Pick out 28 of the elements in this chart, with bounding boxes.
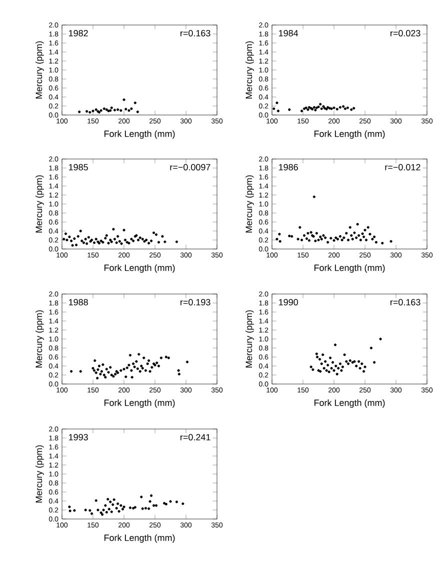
x-axis-title: Fork Length (mm) [104, 264, 175, 273]
x-axis-title: Fork Length (mm) [104, 534, 175, 543]
y-axis-title: Mercury (ppm) [35, 445, 44, 503]
y-axis-title: Mercury (ppm) [245, 41, 254, 99]
annotation: 1990 [278, 299, 298, 306]
y-axis-title: Mercury (ppm) [245, 310, 254, 368]
y-axis-title: Mercury (ppm) [35, 175, 44, 233]
annotation: r=0.241 [180, 434, 210, 440]
x-axis-title: Fork Length (mm) [314, 130, 385, 139]
annotation: 1985 [68, 164, 88, 170]
annotation: r=0.023 [390, 30, 420, 36]
x-axis-title: Fork Length (mm) [314, 264, 385, 273]
annotation: r=0.163 [180, 30, 210, 36]
x-axis-title: Fork Length (mm) [314, 399, 385, 408]
annotation: 1988 [68, 299, 88, 306]
annotation: 1984 [278, 30, 298, 36]
annotation: r=0.163 [390, 299, 420, 306]
y-axis-title: Mercury (ppm) [35, 41, 44, 99]
annotation: 1986 [278, 164, 298, 170]
x-axis-title: Fork Length (mm) [104, 399, 175, 408]
annotation: 1982 [68, 30, 88, 36]
x-axis-title: Fork Length (mm) [104, 130, 175, 139]
y-axis-title: Mercury (ppm) [245, 175, 254, 233]
annotation: r=0.193 [180, 299, 210, 306]
annotation: 1993 [68, 434, 88, 440]
y-axis-title: Mercury (ppm) [35, 310, 44, 368]
annotation: r=−0.012 [385, 164, 420, 170]
annotation: r=−0.0097 [170, 164, 210, 170]
